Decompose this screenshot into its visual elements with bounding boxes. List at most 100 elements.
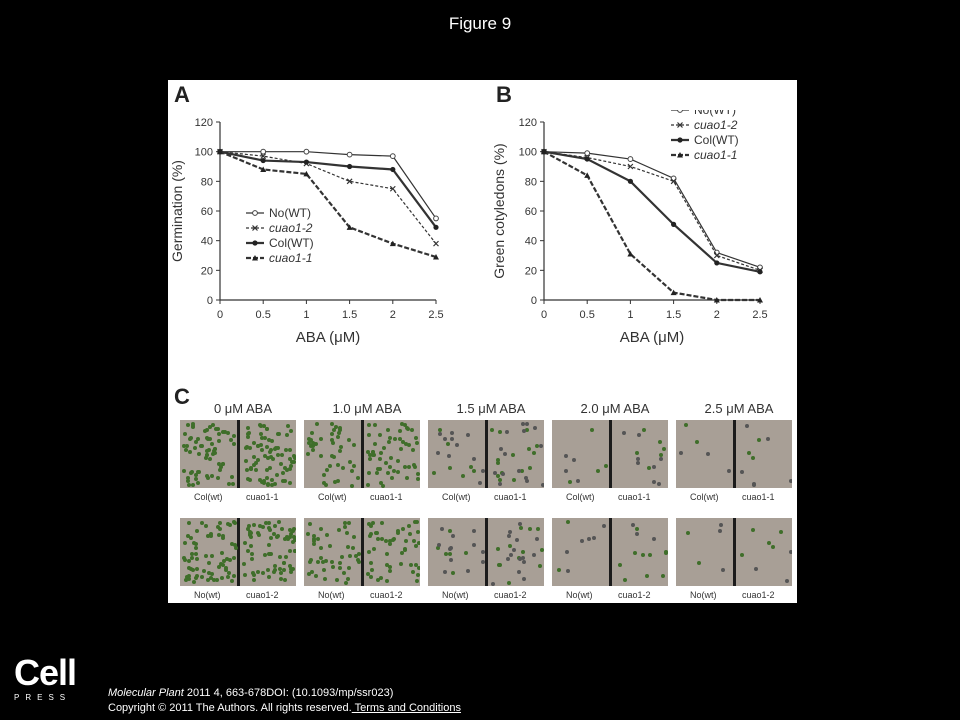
seedling bbox=[207, 425, 212, 430]
seedling bbox=[336, 528, 341, 533]
seedling bbox=[591, 535, 596, 540]
seedling bbox=[532, 553, 537, 558]
seedling bbox=[396, 469, 401, 474]
seedling bbox=[657, 482, 662, 487]
seedling bbox=[635, 457, 640, 462]
data-point bbox=[303, 148, 310, 155]
seedling bbox=[182, 555, 187, 560]
seedling bbox=[278, 567, 283, 572]
seedling bbox=[219, 576, 224, 581]
seedling bbox=[265, 467, 270, 472]
seedling bbox=[346, 577, 351, 581]
panel-c-row-no bbox=[180, 518, 792, 586]
seedling bbox=[375, 537, 380, 542]
seedling bbox=[267, 520, 272, 525]
seedling bbox=[436, 546, 441, 551]
seedling bbox=[206, 436, 211, 441]
seedling bbox=[661, 573, 666, 578]
seedling bbox=[276, 452, 281, 457]
seedling bbox=[311, 541, 316, 546]
seedling bbox=[409, 562, 414, 567]
seedling bbox=[647, 465, 652, 470]
seedling bbox=[477, 480, 482, 485]
seedling bbox=[266, 483, 271, 488]
seedling bbox=[448, 558, 453, 563]
seedling bbox=[185, 574, 190, 579]
seedling bbox=[336, 462, 341, 467]
seedling bbox=[212, 451, 217, 456]
seedling bbox=[310, 430, 315, 435]
seedling bbox=[208, 531, 213, 536]
seedling bbox=[379, 521, 384, 526]
seedling bbox=[346, 437, 351, 442]
seedling bbox=[568, 479, 573, 484]
seedling bbox=[268, 449, 273, 454]
seedling bbox=[258, 431, 263, 436]
series-line bbox=[543, 151, 761, 268]
data-point bbox=[713, 252, 720, 259]
y-tick-label: 0 bbox=[207, 295, 213, 307]
seedling bbox=[205, 427, 210, 432]
seedling bbox=[335, 435, 340, 440]
seedling bbox=[564, 550, 569, 555]
seedling bbox=[258, 523, 263, 528]
terms-link[interactable]: Terms and Conditions bbox=[351, 702, 461, 714]
seedling bbox=[416, 477, 420, 482]
seedling bbox=[222, 559, 227, 564]
y-axis-label: Germination (%) bbox=[169, 160, 185, 262]
seedling bbox=[226, 521, 231, 526]
seedling bbox=[226, 482, 231, 487]
seedling bbox=[216, 426, 221, 431]
seedling bbox=[525, 427, 530, 432]
seedling bbox=[189, 551, 194, 556]
legend-label: Col(WT) bbox=[269, 236, 314, 250]
seedling bbox=[377, 432, 382, 437]
seedling bbox=[686, 530, 691, 535]
seedling bbox=[281, 470, 286, 475]
seedling bbox=[370, 449, 375, 454]
seedling bbox=[635, 451, 640, 456]
seedling bbox=[397, 429, 402, 434]
seedling bbox=[406, 523, 411, 528]
seedling bbox=[243, 541, 248, 546]
seedling bbox=[271, 531, 276, 536]
seedling bbox=[186, 558, 191, 563]
seedling bbox=[498, 430, 503, 435]
x-tick-label: 2 bbox=[714, 309, 720, 321]
seedling bbox=[251, 573, 256, 578]
seedling bbox=[324, 482, 329, 487]
seedling bbox=[288, 447, 293, 452]
y-tick-label: 0 bbox=[531, 295, 537, 307]
seedling bbox=[415, 440, 420, 445]
data-point bbox=[671, 221, 677, 227]
seedling bbox=[350, 468, 355, 473]
wild-type-caption: Col(wt) bbox=[318, 492, 347, 502]
seedling bbox=[511, 547, 516, 552]
seedling bbox=[268, 528, 273, 533]
seedling bbox=[217, 467, 222, 472]
seedling bbox=[183, 431, 188, 436]
seedling bbox=[196, 469, 201, 474]
seedling bbox=[411, 463, 416, 468]
seedling bbox=[307, 571, 312, 576]
seedling bbox=[387, 435, 392, 440]
data-point bbox=[260, 148, 267, 155]
seedling bbox=[311, 447, 316, 452]
seedling bbox=[388, 568, 393, 573]
data-point bbox=[541, 148, 547, 155]
seedling bbox=[259, 479, 264, 484]
seedling bbox=[309, 557, 314, 562]
seedling bbox=[292, 456, 296, 461]
seedling bbox=[220, 533, 225, 538]
x-tick-label: 1 bbox=[627, 309, 633, 321]
seedling bbox=[539, 444, 544, 449]
seedling bbox=[396, 529, 401, 534]
seedling bbox=[409, 427, 414, 432]
seedling bbox=[448, 529, 452, 534]
seedling bbox=[472, 468, 477, 473]
seedling bbox=[344, 580, 349, 585]
dish-divider bbox=[485, 518, 488, 586]
seedling bbox=[214, 427, 219, 432]
y-tick-label: 120 bbox=[195, 117, 213, 129]
seedling bbox=[524, 422, 529, 427]
